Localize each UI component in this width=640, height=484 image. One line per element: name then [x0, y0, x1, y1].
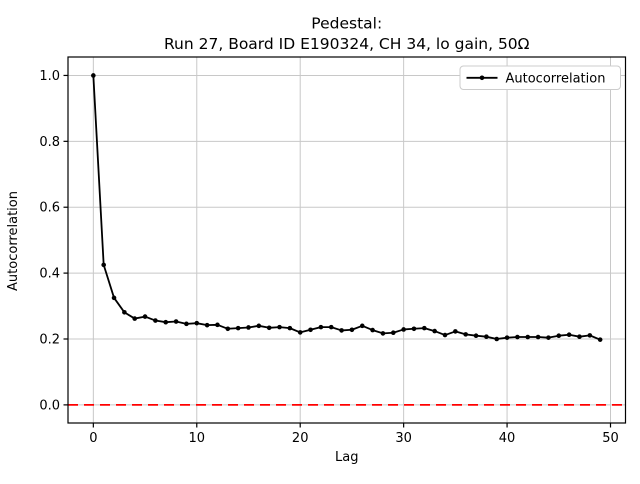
- axis-ticks: [63, 74, 612, 428]
- x-axis-label: Lag: [335, 450, 358, 465]
- x-tick-label: 20: [292, 431, 309, 446]
- y-tick-label: 0.4: [39, 267, 60, 282]
- x-tick-label: 40: [499, 431, 516, 446]
- chart-title-line-2: Run 27, Board ID E190324, CH 34, lo gain…: [164, 35, 530, 53]
- chart-title-line-1: Pedestal:: [311, 15, 382, 33]
- y-axis-label: Autocorrelation: [6, 191, 21, 291]
- x-tick-label: 30: [395, 431, 412, 446]
- axes-frame: [67, 56, 627, 424]
- y-tick-label: 0.0: [39, 398, 60, 413]
- legend-marker-sample: [479, 75, 485, 81]
- grid-lines: [68, 57, 626, 423]
- legend: Autocorrelation: [459, 65, 621, 90]
- y-tick-label: 0.2: [39, 332, 60, 347]
- x-tick-label: 0: [89, 431, 97, 446]
- axis-tick-labels: 0 10 20 30 40 50 0.0 0.2 0.4 0.6 0.8 1.0: [39, 69, 618, 446]
- y-tick-label: 1.0: [39, 69, 60, 84]
- legend-box: [459, 65, 621, 90]
- x-tick-label: 50: [602, 431, 619, 446]
- x-tick-label: 10: [188, 431, 205, 446]
- y-tick-label: 0.6: [39, 201, 60, 216]
- autocorrelation-series: [91, 73, 603, 342]
- legend-label: Autocorrelation: [506, 71, 606, 86]
- y-tick-label: 0.8: [39, 135, 60, 150]
